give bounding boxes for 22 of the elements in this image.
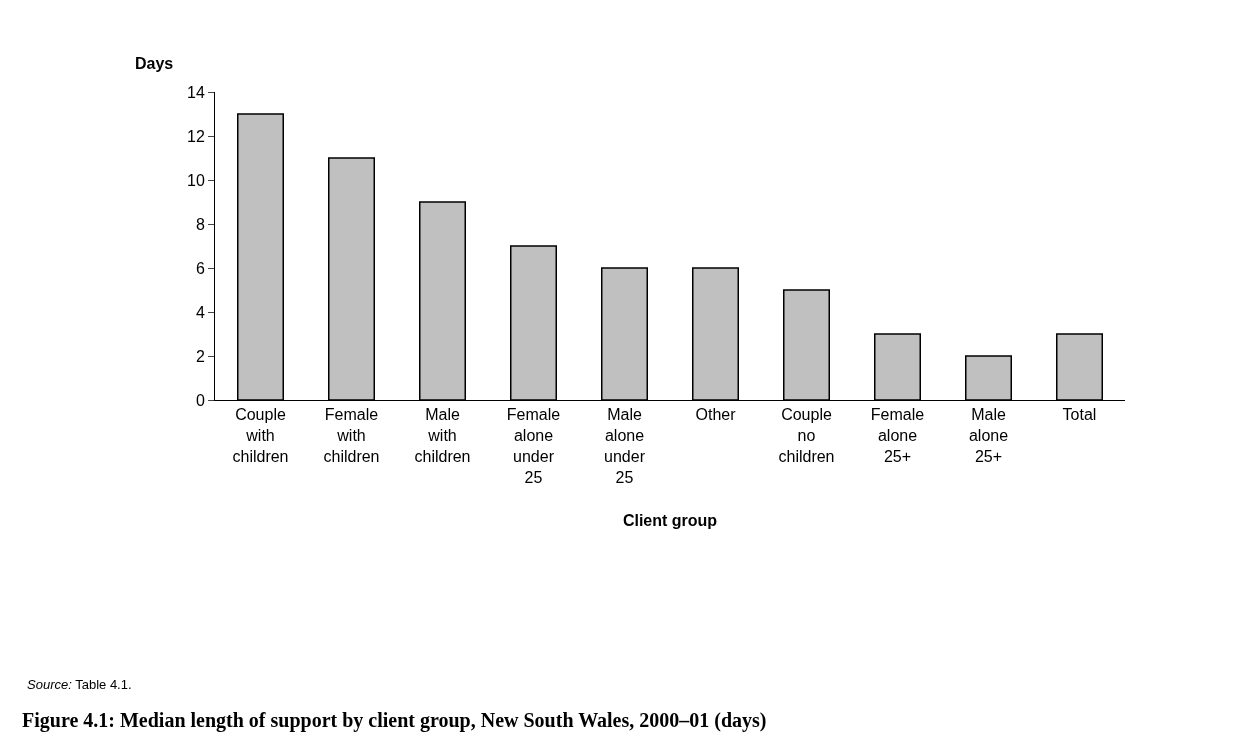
y-tick-label: 8 bbox=[195, 215, 205, 233]
y-axis-title: Days bbox=[135, 55, 174, 72]
x-tick-label: Total bbox=[1062, 406, 1097, 424]
y-tick-label: 0 bbox=[195, 391, 205, 409]
y-tick-label: 12 bbox=[187, 127, 205, 145]
y-tick-label: 14 bbox=[187, 83, 205, 101]
y-tick-label: 4 bbox=[195, 303, 205, 321]
y-tick-label: 6 bbox=[195, 259, 205, 277]
x-axis-title: Client group bbox=[622, 512, 718, 530]
source-note: Source: Table 4.1. bbox=[27, 677, 132, 692]
text: Figure 4.1: Median length of support by client group, New South Wales, 2000–01 (days) bbox=[22, 709, 767, 732]
x-tick-label: Female with children bbox=[323, 406, 380, 465]
x-tick-label: Female alone under 25 bbox=[506, 406, 561, 486]
x-tick-label: Couple with children bbox=[232, 406, 289, 465]
x-tick-label: Other bbox=[695, 406, 737, 424]
y-tick-label: 10 bbox=[187, 171, 205, 189]
x-tick-label: Male alone under 25 bbox=[604, 406, 646, 486]
x-tick-label: Female alone 25+ bbox=[870, 406, 925, 465]
x-tick-label: Couple no children bbox=[778, 406, 835, 465]
y-tick-label: 2 bbox=[195, 347, 205, 365]
x-tick-label: Male with children bbox=[414, 406, 471, 465]
x-tick-label: Male alone 25+ bbox=[968, 406, 1009, 465]
